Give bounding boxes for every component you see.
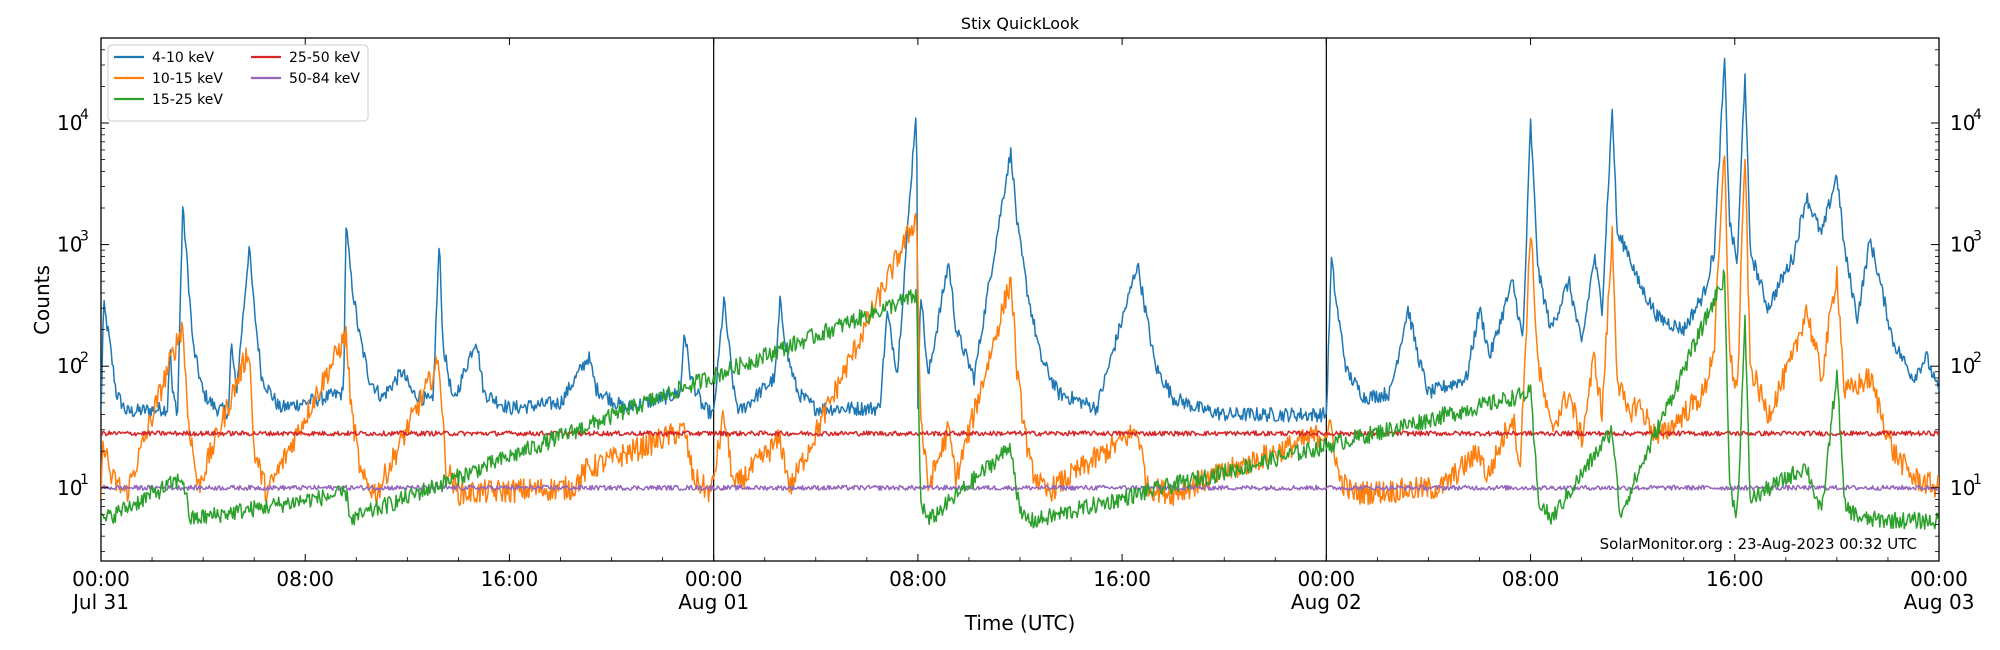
y-tick-label-right: 10 xyxy=(1950,111,1975,135)
x-tick-label: 00:00 xyxy=(685,567,743,591)
y-tick-exponent: 2 xyxy=(80,350,89,366)
x-tick-label: 00:00 xyxy=(1298,567,1356,591)
x-tick-label: 08:00 xyxy=(1502,567,1560,591)
y-tick-exponent-right: 2 xyxy=(1973,350,1982,366)
series-line-25-50-keV xyxy=(101,430,1939,437)
x-tick-label: 16:00 xyxy=(1093,567,1151,591)
chart-title: Stix QuickLook xyxy=(961,14,1080,33)
x-tick-label: 08:00 xyxy=(889,567,947,591)
x-tick-label: 16:00 xyxy=(481,567,539,591)
legend: 4-10 keV 10-15 keV 15-25 keV 25-50 keV 50-84… xyxy=(107,44,369,122)
y-tick-exponent-right: 4 xyxy=(1973,107,1982,123)
x-axis-label: Time (UTC) xyxy=(964,611,1076,635)
legend-label: 50-84 keV xyxy=(289,71,360,87)
x-tick-label: 00:00 xyxy=(72,567,130,591)
y-tick-exponent-right: 3 xyxy=(1973,229,1982,245)
y-tick-label-right: 10 xyxy=(1950,354,1975,378)
x-tick-date-label: Aug 02 xyxy=(1291,590,1362,614)
legend-box xyxy=(107,44,369,122)
plot-frame xyxy=(100,37,1940,562)
y-tick-exponent-right: 1 xyxy=(1973,472,1982,488)
y-tick-label: 10 xyxy=(57,233,82,257)
series-line-15-25-keV xyxy=(101,269,1939,530)
y-tick-exponent: 3 xyxy=(80,229,89,245)
y-axis-label: Counts xyxy=(30,265,54,335)
series-line-4-10-keV xyxy=(101,57,1939,423)
y-tick-label-right: 10 xyxy=(1950,476,1975,500)
legend-label: 15-25 keV xyxy=(152,92,223,108)
legend-label: 25-50 keV xyxy=(289,50,360,66)
x-tick-label: 08:00 xyxy=(276,567,334,591)
attribution-annotation: SolarMonitor.org : 23-Aug-2023 00:32 UTC xyxy=(1600,535,1917,553)
x-tick-label: 16:00 xyxy=(1706,567,1764,591)
x-tick-date-label: Jul 31 xyxy=(71,590,129,614)
y-tick-label-right: 10 xyxy=(1950,233,1975,257)
day-boundary-lines xyxy=(713,38,1327,561)
y-tick-exponent: 1 xyxy=(80,472,89,488)
x-tick-date-label: Aug 03 xyxy=(1904,590,1975,614)
y-tick-label: 10 xyxy=(57,354,82,378)
series-layer xyxy=(101,57,1939,530)
legend-label: 10-15 keV xyxy=(152,71,223,87)
y-tick-exponent: 4 xyxy=(80,107,89,123)
legend-label: 4-10 keV xyxy=(152,50,214,66)
x-tick-date-label: Aug 01 xyxy=(678,590,749,614)
series-line-50-84-keV xyxy=(101,484,1939,491)
y-tick-label: 10 xyxy=(57,476,82,500)
y-tick-label: 10 xyxy=(57,111,82,135)
series-line-10-15-keV xyxy=(101,155,1939,507)
x-tick-label: 00:00 xyxy=(1910,567,1968,591)
